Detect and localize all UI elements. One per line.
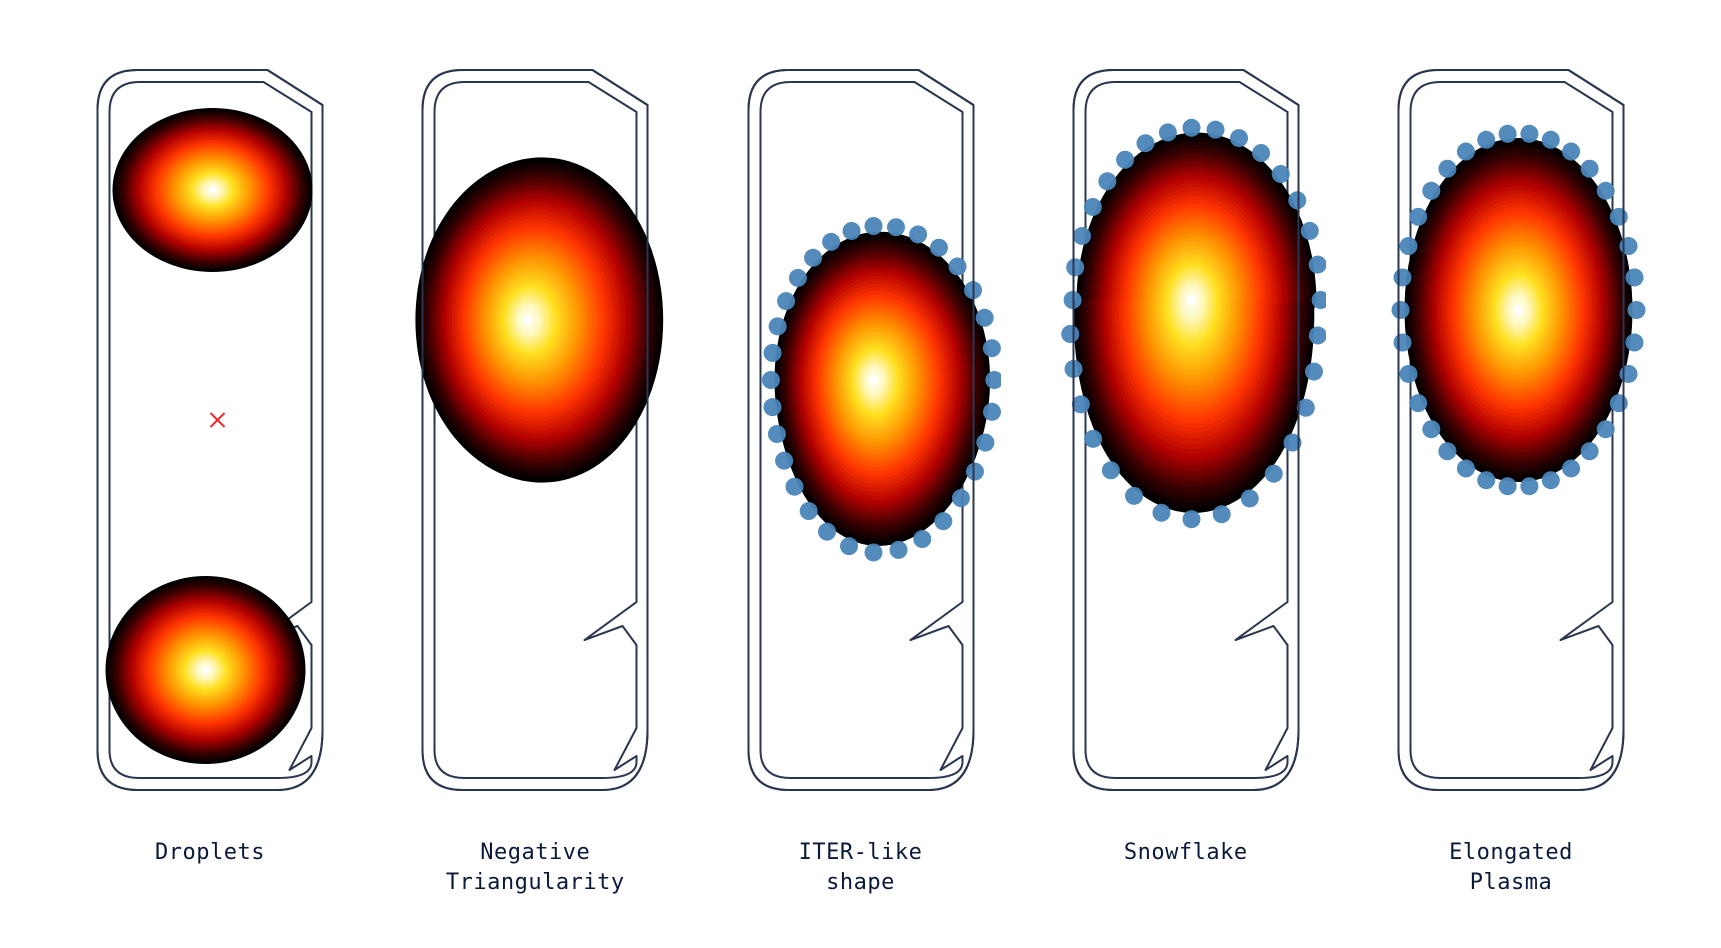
caption-neg-tri: Negative Triangularity [446, 838, 625, 897]
plasma-svg-elongated [1371, 50, 1651, 810]
figure-row: Droplets Negative Triangularity ITER-like … [0, 0, 1721, 897]
panel-droplets: Droplets [70, 50, 350, 868]
panel-snowflake: Snowflake [1046, 50, 1326, 868]
caption-elongated: Elongated Plasma [1449, 838, 1573, 897]
plasma-svg-droplets [70, 50, 350, 810]
panel-neg-tri: Negative Triangularity [395, 50, 675, 897]
caption-iter: ITER-like shape [799, 838, 923, 897]
caption-snowflake: Snowflake [1124, 838, 1248, 868]
panel-iter: ITER-like shape [721, 50, 1001, 897]
caption-droplets: Droplets [155, 838, 265, 868]
plasma-svg-snowflake [1046, 50, 1326, 810]
plasma-svg-neg-tri [395, 50, 675, 810]
plasma-svg-iter [721, 50, 1001, 810]
panel-elongated: Elongated Plasma [1371, 50, 1651, 897]
